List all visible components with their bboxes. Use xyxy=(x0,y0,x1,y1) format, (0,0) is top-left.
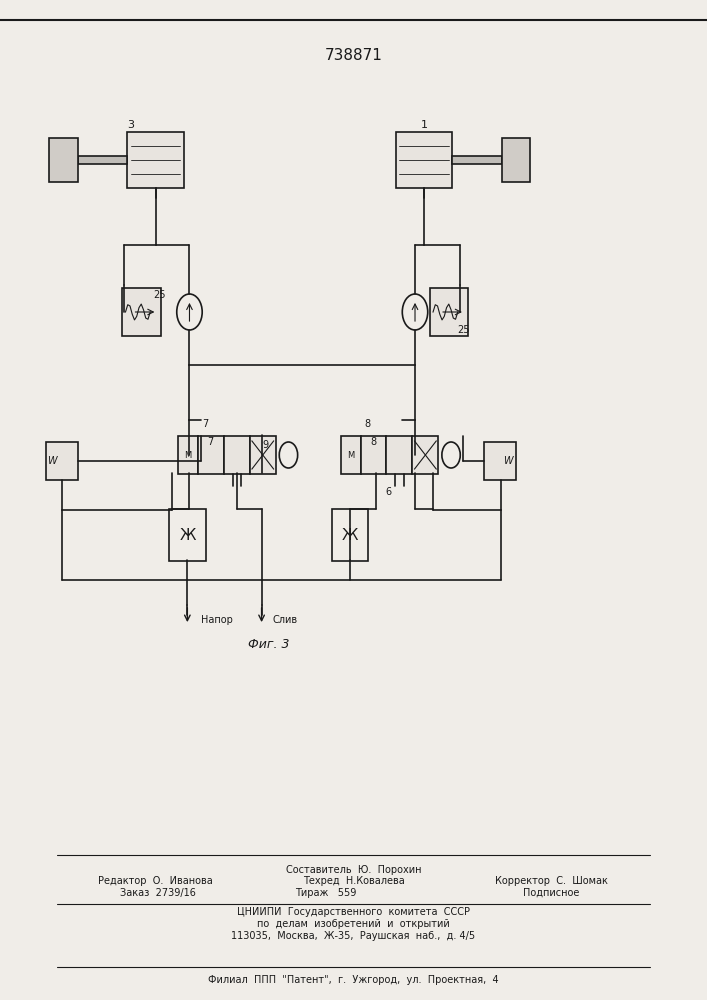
Text: Составитель  Ю.  Порохин: Составитель Ю. Порохин xyxy=(286,865,421,875)
Text: Корректор  С.  Шомак: Корректор С. Шомак xyxy=(495,876,608,886)
Text: Слив: Слив xyxy=(272,615,298,625)
Text: Напор: Напор xyxy=(201,615,233,625)
Text: 25: 25 xyxy=(457,325,469,335)
Text: Тираж   559: Тираж 559 xyxy=(295,888,356,898)
Text: Фиг. 3: Фиг. 3 xyxy=(248,639,289,652)
Bar xyxy=(169,509,206,561)
Text: 7: 7 xyxy=(208,437,214,447)
Bar xyxy=(78,156,127,164)
Text: ЦНИИПИ  Государственного  комитета  СССР: ЦНИИПИ Государственного комитета СССР xyxy=(237,907,470,917)
Bar xyxy=(122,288,160,336)
Text: W: W xyxy=(47,456,57,466)
Text: 25: 25 xyxy=(153,290,165,300)
Text: Ж: Ж xyxy=(179,528,196,542)
Text: Редактор  О.  Иванова: Редактор О. Иванова xyxy=(98,876,213,886)
Bar xyxy=(178,436,198,474)
Text: Подписное: Подписное xyxy=(523,888,580,898)
Bar xyxy=(49,138,78,182)
Bar xyxy=(46,442,78,480)
Text: Ж: Ж xyxy=(341,528,358,542)
Text: 1: 1 xyxy=(421,120,428,130)
Bar xyxy=(396,132,452,188)
Text: 9: 9 xyxy=(262,440,268,450)
Text: 738871: 738871 xyxy=(325,47,382,62)
Bar xyxy=(127,132,184,188)
Text: M: M xyxy=(185,450,192,460)
Text: 6: 6 xyxy=(386,487,392,497)
Bar xyxy=(387,436,412,474)
Text: по  делам  изобретений  и  открытий: по делам изобретений и открытий xyxy=(257,919,450,929)
Bar xyxy=(502,138,530,182)
Text: Техред  Н.Ковалева: Техред Н.Ковалева xyxy=(303,876,404,886)
Text: 3: 3 xyxy=(127,120,134,130)
Bar xyxy=(224,436,250,474)
Bar xyxy=(484,442,516,480)
Bar xyxy=(250,436,276,474)
Text: M: M xyxy=(347,450,354,460)
Text: Филиал  ППП  "Патент",  г.  Ужгород,  ул.  Проектная,  4: Филиал ППП "Патент", г. Ужгород, ул. Про… xyxy=(208,975,499,985)
Bar xyxy=(429,288,468,336)
Bar xyxy=(452,156,502,164)
Bar xyxy=(361,436,387,474)
Text: 113035,  Москва,  Ж-35,  Раушская  наб.,  д. 4/5: 113035, Москва, Ж-35, Раушская наб., д. … xyxy=(231,931,476,941)
Bar xyxy=(332,509,368,561)
Text: 8: 8 xyxy=(365,419,370,429)
Text: Заказ  2739/16: Заказ 2739/16 xyxy=(120,888,196,898)
Bar xyxy=(412,436,438,474)
Text: 8: 8 xyxy=(370,437,376,447)
Text: 7: 7 xyxy=(202,419,208,429)
Bar xyxy=(341,436,361,474)
Text: W: W xyxy=(503,456,513,466)
Bar xyxy=(198,436,224,474)
